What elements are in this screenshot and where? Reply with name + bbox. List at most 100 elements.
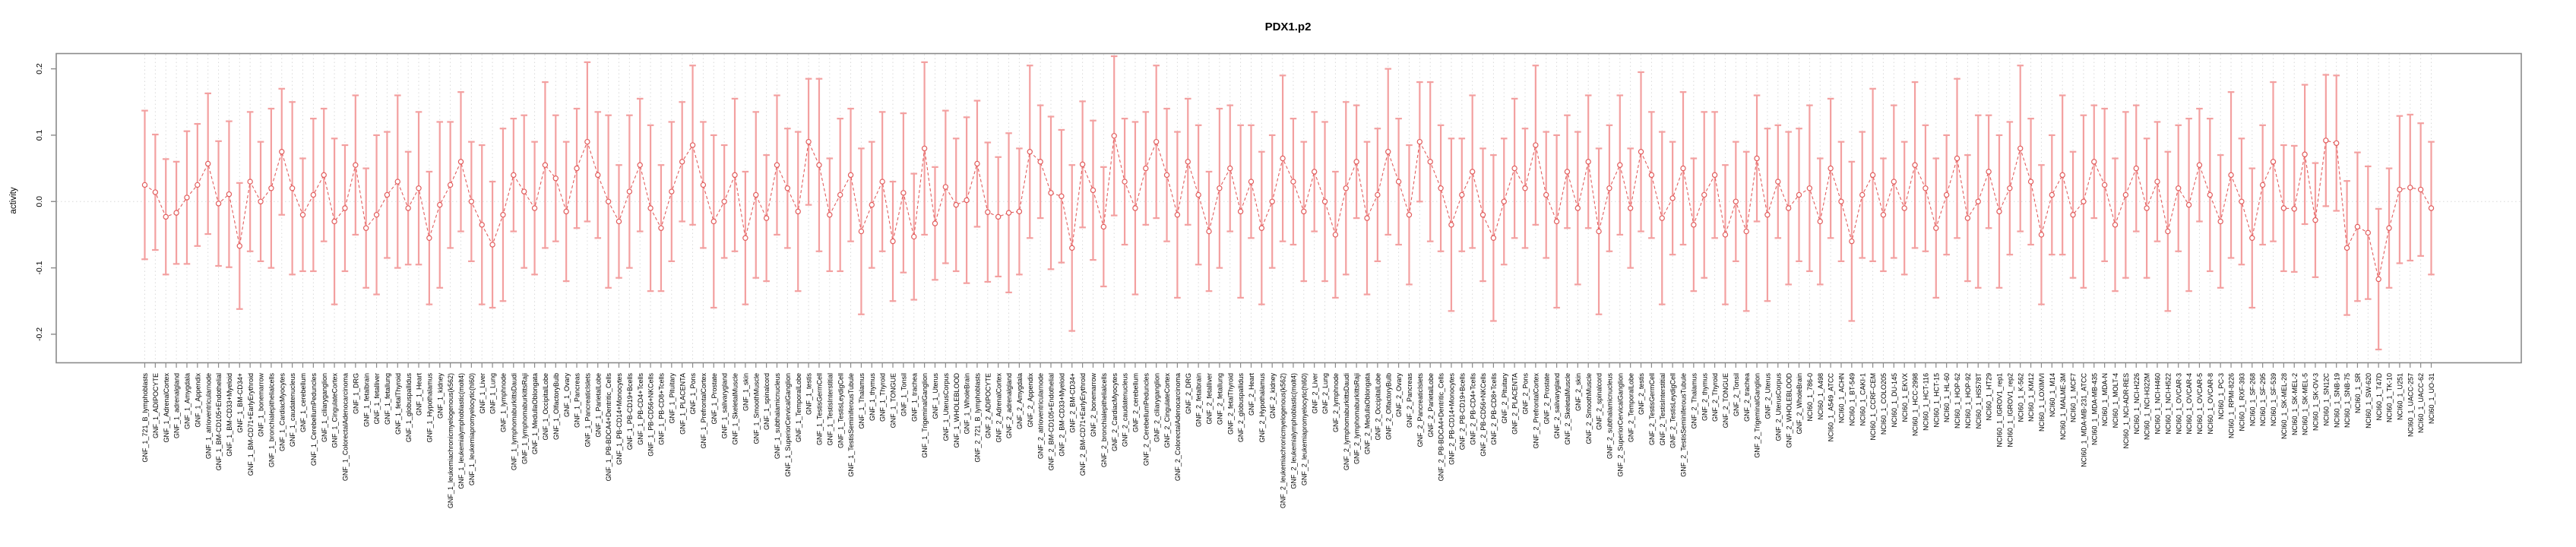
data-point: [2112, 222, 2119, 228]
x-tick-label: GNF_2_leukemiapromyelocytic(hl60): [1300, 373, 1308, 485]
data-point: [1901, 205, 1907, 211]
data-point: [2038, 232, 2045, 238]
data-point: [795, 208, 801, 215]
data-point: [1891, 179, 1897, 185]
x-tick-label: GNF_2_AdrenalCortex: [995, 373, 1002, 443]
x-tick-label: GNF_1_spinalcord: [763, 373, 771, 430]
data-point: [394, 179, 400, 185]
data-point: [2081, 198, 2087, 204]
x-tick-label: GNF_1_PLACENTA: [679, 373, 686, 435]
x-tick-label: GNF_2_Ovary: [1395, 373, 1403, 418]
x-tick-label: GNF_2_trachea: [1743, 373, 1751, 422]
x-tick-label: GNF_2_Pituitary: [1501, 373, 1508, 424]
data-point: [247, 179, 253, 185]
data-point: [742, 235, 748, 242]
data-point: [1195, 191, 1201, 198]
x-tick-label: GNF_2_SmoothMuscle: [1585, 373, 1593, 444]
data-point: [1996, 208, 2002, 215]
x-tick-label: GNF_1_lymphnode: [500, 373, 508, 432]
x-tick-label: GNF_1_Hypothalamus: [426, 373, 433, 443]
data-point: [1459, 191, 1465, 198]
x-tick-label: GNF_1_bonemarrow: [258, 373, 265, 438]
data-point: [1501, 198, 1507, 204]
x-tick-label: GNF_2_PB-CD4+Tcells: [1469, 373, 1476, 445]
data-point: [900, 190, 907, 196]
data-point: [1395, 179, 1402, 185]
data-point: [1206, 228, 1212, 235]
data-point: [1596, 228, 1602, 235]
data-point: [837, 191, 843, 198]
data-point: [1648, 172, 1655, 179]
data-point: [204, 160, 211, 167]
data-point: [1248, 179, 1255, 185]
data-point: [1785, 205, 1792, 211]
data-point: [2101, 182, 2108, 188]
x-tick-label: GNF_1_WHOLEBLOOD: [953, 373, 960, 448]
x-tick-label: GNF_2_CardiacMyocytes: [1111, 373, 1119, 452]
data-point: [753, 191, 759, 198]
x-tick-label: GNF_2_fetalbrain: [1195, 373, 1203, 427]
x-tick-label: NCI60_1_OVCAR-4: [2185, 373, 2193, 435]
x-tick-label: GNF_1_ADIPOCYTE: [152, 373, 160, 438]
data-point: [1564, 169, 1571, 175]
y-tick-label: 0.0: [35, 196, 44, 207]
data-point: [215, 201, 222, 207]
data-point: [321, 172, 327, 179]
x-tick-label: GNF_1_OlfactoryBulb: [552, 373, 560, 440]
x-tick-label: GNF_2_Hypothalamus: [1258, 373, 1266, 443]
x-tick-label: GNF_1_testis: [805, 373, 813, 416]
x-tick-label: NCI60_1_SW-620: [2365, 373, 2372, 428]
x-tick-label: NCI60_1_UACC-257: [2407, 373, 2414, 437]
data-point: [1806, 185, 1813, 191]
data-point: [847, 172, 854, 179]
x-tick-label: GNF_1_BM-CD71+EarlyErythroid: [247, 373, 255, 476]
data-point: [1027, 149, 1033, 155]
x-tick-label: GNF_2_lymphomaburkittsDaudi: [1343, 373, 1350, 470]
data-point: [942, 184, 949, 190]
data-point: [1680, 165, 1686, 172]
data-point: [721, 198, 727, 204]
x-tick-label: GNF_1_leukemiapromyelocytic(hl60): [468, 373, 476, 485]
data-point: [2312, 217, 2318, 223]
x-tick-label: NCI60_1_BT-549: [1848, 373, 1856, 426]
x-tick-label: GNF_1_Tonsil: [900, 373, 907, 416]
data-point: [1143, 165, 1149, 172]
data-point: [2428, 205, 2435, 211]
data-point: [1574, 205, 1581, 211]
x-tick-label: GNF_2_PB-CD19+Bcells: [1458, 373, 1466, 451]
data-point: [2365, 229, 2372, 236]
x-tick-label: NCI60_1_HOP-92: [1964, 373, 1972, 428]
data-point: [1353, 159, 1359, 165]
data-point: [384, 191, 391, 198]
x-tick-label: GNF_2_PB-BDCA4+Dentritic_Cells: [1438, 373, 1445, 482]
data-point: [258, 198, 264, 204]
x-tick-label: GNF_1_MedullaOblongata: [531, 373, 539, 454]
x-tick-label: GNF_2_TemporalLobe: [1627, 373, 1635, 442]
x-tick-label: GNF_2_TrigeminalGanglion: [1754, 373, 1761, 458]
data-point: [2133, 165, 2139, 172]
x-tick-label: GNF_2_BM-CD105+Endothelial: [1048, 373, 1055, 470]
x-tick-label: GNF_1_Pituitary: [668, 373, 676, 424]
data-point: [1606, 185, 1612, 191]
data-point: [2165, 228, 2171, 235]
x-tick-label: GNF_1_subthalamicnucleus: [774, 373, 781, 460]
x-tick-label: GNF_2_globuspallidus: [1237, 373, 1245, 443]
x-tick-label: GNF_2_TestisSeminiferousTubule: [1680, 373, 1688, 477]
x-tick-label: GNF_1_lymphomaburkittsRaji: [521, 373, 528, 464]
x-tick-label: NCI60_1_HCC-2998: [1912, 373, 1919, 436]
x-tick-label: GNF_2_thymus: [1701, 373, 1708, 422]
data-point: [2291, 206, 2297, 212]
x-tick-label: NCI60_1_COLO205: [1880, 373, 1888, 435]
x-tick-label: GNF_2_BM-CD34+: [1068, 373, 1076, 433]
data-points: [141, 133, 2435, 283]
data-point: [1828, 165, 1834, 172]
data-point: [2302, 151, 2308, 157]
data-point: [2185, 201, 2192, 208]
data-point: [637, 162, 643, 168]
x-tick-label: GNF_2_Amygdala: [1016, 373, 1024, 429]
y-axis: 0.2 0.1 0.0 -0.1 -0.2: [35, 63, 56, 341]
x-tick-label: GNF_1_TestisGermCell: [816, 373, 824, 445]
x-tick-label: GNF_1_trachea: [910, 373, 918, 422]
data-point: [1385, 149, 1391, 155]
